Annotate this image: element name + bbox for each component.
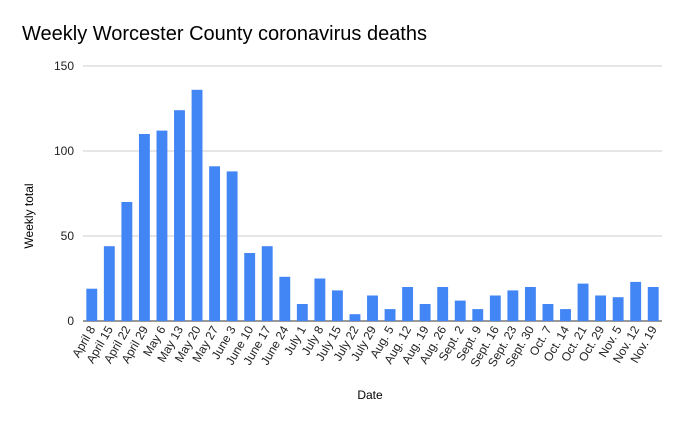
bar [244, 253, 256, 321]
bar [174, 110, 185, 321]
bar [156, 130, 168, 321]
bar [524, 287, 536, 321]
bar [595, 295, 607, 321]
bar [279, 276, 291, 321]
bar [612, 297, 624, 321]
bar [367, 295, 378, 321]
y-tick-label: 0 [67, 314, 74, 328]
bar [542, 304, 554, 321]
bar [121, 202, 133, 321]
bar [209, 166, 221, 321]
bar [560, 309, 571, 321]
bar [349, 314, 361, 321]
y-tick-label: 150 [54, 59, 74, 73]
bar [191, 89, 203, 321]
bar [296, 304, 308, 321]
x-axis-label: Date [357, 388, 383, 402]
y-axis-ticks: 0 50 100 150 [54, 59, 74, 328]
bar [507, 290, 519, 321]
y-axis-label: Weekly total [22, 183, 36, 248]
bar [402, 287, 414, 321]
bar [331, 290, 343, 321]
bar [454, 300, 466, 321]
bar [419, 304, 431, 321]
y-tick-label: 100 [54, 144, 74, 158]
bar [86, 288, 98, 321]
bar [103, 246, 115, 321]
bar [647, 287, 659, 321]
bar [226, 171, 238, 321]
gridlines [83, 65, 662, 322]
bar [138, 134, 150, 321]
bar [314, 278, 326, 321]
bar [261, 246, 273, 321]
bar [437, 287, 449, 321]
bar [577, 283, 589, 321]
y-tick-label: 50 [61, 229, 75, 243]
bar [630, 281, 642, 321]
bar [472, 309, 484, 321]
bar [384, 309, 396, 321]
bar [489, 295, 501, 321]
bars [86, 89, 659, 321]
chart-title: Weekly Worcester County coronavirus deat… [22, 23, 427, 45]
